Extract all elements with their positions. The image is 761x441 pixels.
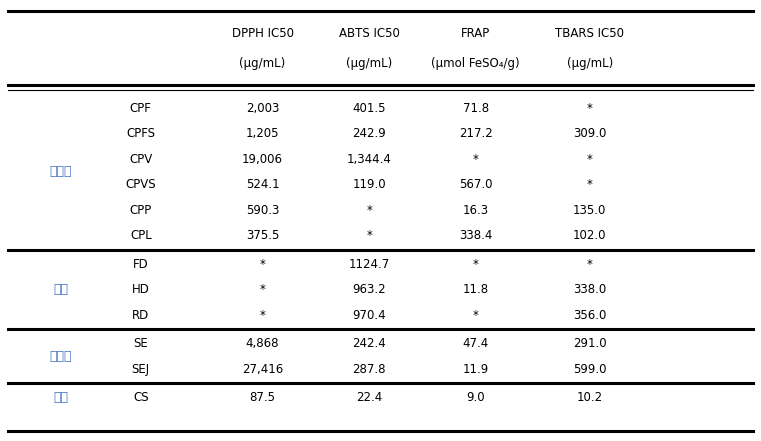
- Text: DPPH IC50: DPPH IC50: [231, 26, 294, 40]
- Text: TBARS IC50: TBARS IC50: [556, 26, 624, 40]
- Text: 356.0: 356.0: [573, 309, 607, 322]
- Text: *: *: [473, 309, 479, 322]
- Text: 375.5: 375.5: [246, 229, 279, 243]
- Text: *: *: [587, 153, 593, 166]
- Text: 309.0: 309.0: [573, 127, 607, 140]
- Text: 87.5: 87.5: [250, 391, 275, 404]
- Text: *: *: [366, 229, 372, 243]
- Text: *: *: [587, 258, 593, 271]
- Text: CPV: CPV: [129, 153, 152, 166]
- Text: 1,344.4: 1,344.4: [347, 153, 391, 166]
- Text: 135.0: 135.0: [573, 204, 607, 217]
- Text: 599.0: 599.0: [573, 363, 607, 376]
- Text: SE: SE: [133, 337, 148, 350]
- Text: 47.4: 47.4: [463, 337, 489, 350]
- Text: *: *: [260, 283, 266, 296]
- Text: RD: RD: [132, 309, 149, 322]
- Text: 401.5: 401.5: [352, 101, 386, 115]
- Text: 19,006: 19,006: [242, 153, 283, 166]
- Text: 압빈: 압빈: [53, 283, 68, 296]
- Text: (μmol FeSO₄/g): (μmol FeSO₄/g): [431, 57, 520, 71]
- Text: CPP: CPP: [129, 204, 152, 217]
- Text: *: *: [587, 101, 593, 115]
- Text: FRAP: FRAP: [461, 26, 490, 40]
- Text: HD: HD: [132, 283, 150, 296]
- Text: ABTS IC50: ABTS IC50: [339, 26, 400, 40]
- Text: (μg/mL): (μg/mL): [240, 57, 285, 71]
- Text: 11.9: 11.9: [463, 363, 489, 376]
- Text: 242.9: 242.9: [352, 127, 386, 140]
- Text: CS: CS: [133, 391, 148, 404]
- Text: 4,868: 4,868: [246, 337, 279, 350]
- Text: 524.1: 524.1: [246, 178, 279, 191]
- Text: FD: FD: [133, 258, 148, 271]
- Text: 1124.7: 1124.7: [349, 258, 390, 271]
- Text: (μg/mL): (μg/mL): [346, 57, 392, 71]
- Text: 2,003: 2,003: [246, 101, 279, 115]
- Text: *: *: [473, 258, 479, 271]
- Text: 102.0: 102.0: [573, 229, 607, 243]
- Text: 9.0: 9.0: [466, 391, 485, 404]
- Text: *: *: [366, 204, 372, 217]
- Text: 71.8: 71.8: [463, 101, 489, 115]
- Text: 차요테: 차요테: [49, 350, 72, 363]
- Text: 10.2: 10.2: [577, 391, 603, 404]
- Text: 338.4: 338.4: [459, 229, 492, 243]
- Text: 파파야: 파파야: [49, 165, 72, 179]
- Text: 567.0: 567.0: [459, 178, 492, 191]
- Text: 1,205: 1,205: [246, 127, 279, 140]
- Text: 고수: 고수: [53, 391, 68, 404]
- Text: (μg/mL): (μg/mL): [567, 57, 613, 71]
- Text: 119.0: 119.0: [352, 178, 386, 191]
- Text: *: *: [260, 309, 266, 322]
- Text: CPFS: CPFS: [126, 127, 155, 140]
- Text: 963.2: 963.2: [352, 283, 386, 296]
- Text: CPF: CPF: [130, 101, 151, 115]
- Text: CPL: CPL: [130, 229, 151, 243]
- Text: *: *: [473, 153, 479, 166]
- Text: CPVS: CPVS: [126, 178, 156, 191]
- Text: 590.3: 590.3: [246, 204, 279, 217]
- Text: 291.0: 291.0: [573, 337, 607, 350]
- Text: 22.4: 22.4: [356, 391, 382, 404]
- Text: SEJ: SEJ: [132, 363, 150, 376]
- Text: 970.4: 970.4: [352, 309, 386, 322]
- Text: *: *: [260, 258, 266, 271]
- Text: 287.8: 287.8: [352, 363, 386, 376]
- Text: 11.8: 11.8: [463, 283, 489, 296]
- Text: *: *: [587, 178, 593, 191]
- Text: 16.3: 16.3: [463, 204, 489, 217]
- Text: 242.4: 242.4: [352, 337, 386, 350]
- Text: 338.0: 338.0: [573, 283, 607, 296]
- Text: 217.2: 217.2: [459, 127, 492, 140]
- Text: 27,416: 27,416: [242, 363, 283, 376]
